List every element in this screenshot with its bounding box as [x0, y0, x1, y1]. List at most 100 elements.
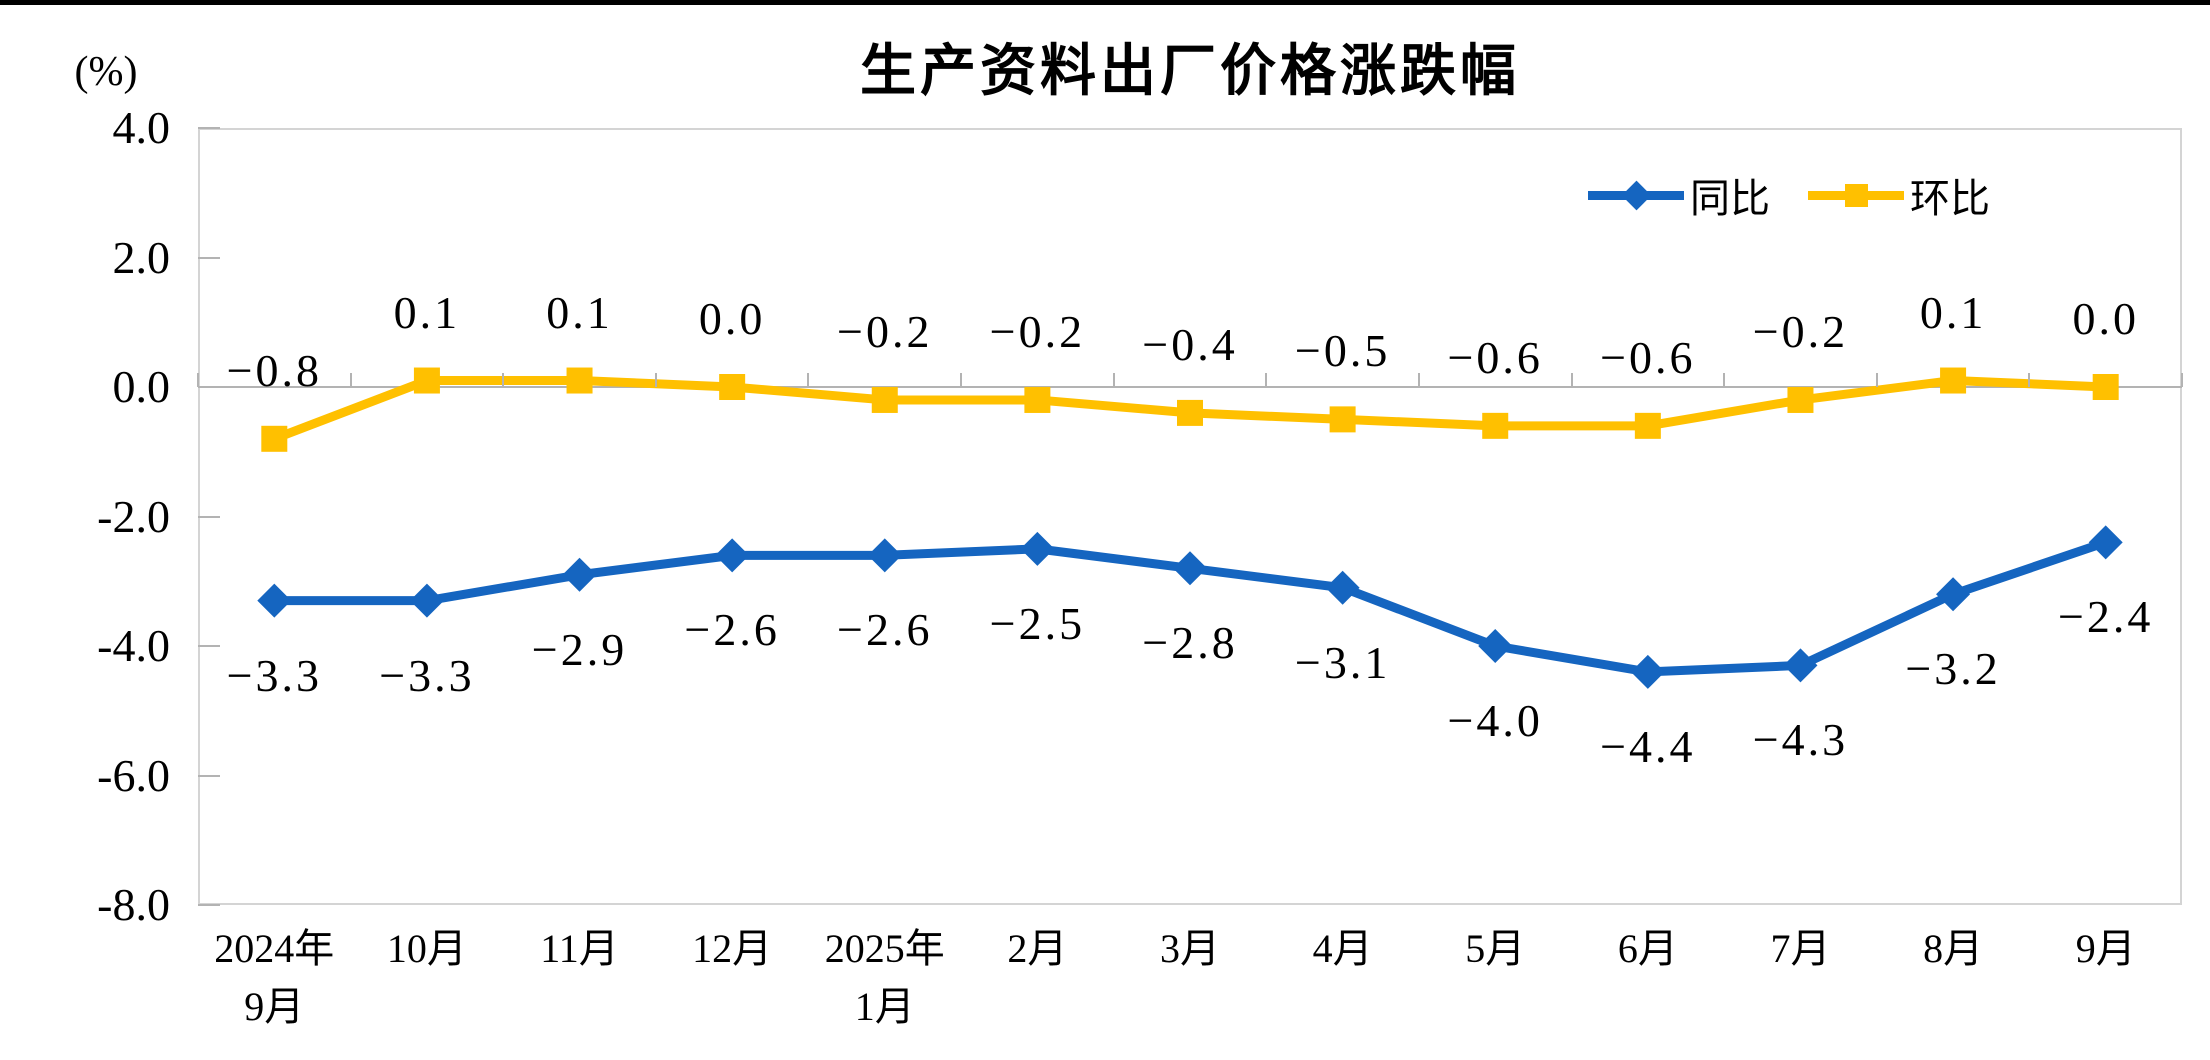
- y-axis-tick: [198, 645, 220, 647]
- data-label-环比: −0.2: [837, 305, 933, 357]
- legend-item-huanbi: 环比: [1808, 166, 1990, 224]
- x-tick-label: 11月: [540, 926, 619, 971]
- data-label-同比: −4.4: [1600, 720, 1696, 772]
- diamond-marker: [562, 557, 597, 592]
- square-marker: [413, 367, 440, 394]
- square-marker: [871, 386, 898, 413]
- x-axis-tick: [1875, 373, 1878, 387]
- legend-label-tongbi: 同比: [1690, 176, 1770, 221]
- square-marker: [1329, 406, 1356, 433]
- data-label-同比: −2.6: [684, 604, 780, 656]
- y-axis-tick: [198, 904, 220, 906]
- diamond-marker: [409, 583, 444, 618]
- x-axis-tick: [197, 373, 199, 387]
- square-marker: [1940, 367, 1967, 394]
- y-tick-label: -8.0: [97, 879, 170, 930]
- y-axis-tick: [198, 256, 220, 259]
- x-axis-tick: [807, 373, 810, 387]
- x-tick-label: 3月: [1160, 926, 1220, 971]
- x-tick-label: 2月: [1007, 926, 1068, 971]
- diamond-marker: [1478, 629, 1513, 663]
- square-marker: [1787, 386, 1814, 413]
- square-marker: [1177, 399, 1203, 426]
- square-marker: [566, 367, 593, 394]
- data-label-同比: −2.9: [531, 623, 628, 675]
- square-marker-icon: [1845, 183, 1868, 207]
- data-label-环比: −0.5: [1294, 325, 1391, 377]
- diamond-marker: [1936, 577, 1971, 612]
- data-label-同比: −2.4: [2057, 591, 2154, 643]
- chart-title: 生产资料出厂价格涨跌幅: [860, 39, 1520, 102]
- y-axis-unit-label: (%): [74, 49, 138, 95]
- x-tick-label: 12月: [692, 926, 773, 971]
- x-axis-tick: [1265, 373, 1268, 387]
- square-marker: [1024, 386, 1051, 413]
- y-axis-tick: [198, 515, 220, 518]
- y-tick-label: -2.0: [97, 490, 170, 542]
- data-label-同比: −3.3: [379, 649, 475, 701]
- y-tick-label: -6.0: [97, 749, 170, 801]
- page-top-border: [0, 0, 2210, 5]
- y-axis-tick: [198, 774, 220, 777]
- legend-line-huanbi: [1808, 183, 1904, 207]
- square-marker: [719, 374, 746, 400]
- diamond-marker: [1325, 570, 1360, 605]
- data-label-同比: −2.5: [989, 597, 1086, 649]
- data-label-环比: 0.1: [546, 286, 613, 338]
- diamond-marker: [1783, 648, 1818, 683]
- y-tick-label: 2.0: [112, 231, 171, 283]
- square-marker: [2092, 374, 2119, 400]
- x-axis-tick: [2181, 373, 2183, 387]
- legend-item-tongbi: 同比: [1588, 166, 1770, 224]
- data-label-环比: −0.6: [1447, 331, 1543, 383]
- diamond-marker: [257, 583, 292, 618]
- diamond-marker: [1020, 531, 1055, 566]
- x-axis-tick: [1112, 373, 1115, 387]
- x-axis-tick: [654, 373, 657, 387]
- data-label-环比: 0.1: [1919, 286, 1987, 338]
- data-label-环比: 0.0: [698, 293, 766, 344]
- data-label-环比: −0.8: [226, 344, 323, 396]
- data-label-同比: −2.6: [837, 604, 933, 656]
- x-axis-tick: [960, 373, 963, 387]
- x-axis-tick: [349, 373, 352, 387]
- x-tick-label: 2024年 9月: [214, 926, 335, 1029]
- x-tick-label: 5月: [1465, 926, 1526, 971]
- y-tick-label: 0.0: [112, 361, 171, 412]
- y-tick-label: 4.0: [112, 102, 171, 153]
- x-axis-tick: [1570, 373, 1573, 387]
- legend-label-huanbi: 环比: [1910, 176, 1990, 221]
- x-tick-label: 7月: [1770, 926, 1831, 971]
- diamond-marker: [1173, 551, 1207, 586]
- y-axis-tick: [198, 386, 220, 388]
- data-label-同比: −3.3: [226, 649, 323, 701]
- data-label-环比: −0.4: [1142, 318, 1238, 370]
- x-tick-label: 4月: [1312, 926, 1373, 971]
- data-label-环比: −0.6: [1600, 331, 1696, 383]
- diamond-marker: [867, 538, 902, 573]
- data-label-环比: −0.2: [1752, 305, 1849, 357]
- data-label-同比: −4.3: [1752, 714, 1849, 766]
- x-tick-label: 2025年 1月: [824, 926, 945, 1029]
- diamond-marker-icon: [1621, 180, 1652, 210]
- square-marker: [261, 425, 288, 452]
- diamond-marker: [715, 538, 750, 573]
- data-label-同比: −3.2: [1905, 643, 2001, 695]
- x-tick-label: 8月: [1923, 926, 1984, 971]
- square-marker: [1482, 412, 1509, 439]
- diamond-marker: [2088, 525, 2123, 560]
- legend-line-tongbi: [1588, 180, 1684, 210]
- zero-axis-line: [198, 386, 2182, 388]
- data-label-同比: −2.8: [1142, 617, 1238, 669]
- data-label-环比: 0.0: [2072, 293, 2139, 344]
- data-label-同比: −3.1: [1294, 636, 1391, 688]
- x-axis-tick: [502, 373, 505, 387]
- x-tick-label: 10月: [386, 926, 467, 971]
- y-axis-tick: [198, 127, 220, 129]
- series-plot-layer: [257, 367, 2123, 689]
- legend: 同比 环比: [1588, 166, 1990, 224]
- data-label-同比: −4.0: [1447, 695, 1543, 746]
- x-tick-label: 6月: [1617, 926, 1678, 971]
- x-tick-label: 9月: [2075, 926, 2136, 971]
